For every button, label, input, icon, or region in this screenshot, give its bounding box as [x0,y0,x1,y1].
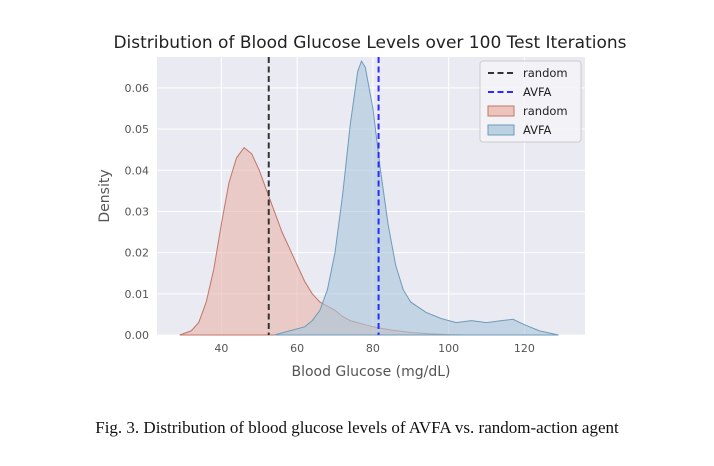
mean-lines [267,57,380,335]
x-tick-label: 40 [214,342,228,355]
y-tick-label: 0.01 [125,288,150,301]
legend-swatch-patch [487,105,515,117]
legend-label: random [523,66,568,80]
x-axis-label: Blood Glucose (mg/dL) [291,364,450,380]
y-tick-label: 0.06 [125,82,150,95]
y-tick-label: 0.05 [125,123,150,136]
legend-label: AVFA [523,85,552,99]
legend-label: random [523,104,568,118]
y-tick-label: 0.00 [125,329,150,342]
y-tick-label: 0.03 [125,205,150,218]
x-tick-label: 100 [438,342,459,355]
x-tick-label: 60 [290,342,304,355]
chart-title: Distribution of Blood Glucose Levels ove… [113,33,626,53]
y-axis-label: Density [97,169,113,222]
axis-ticks: 40 60 80 100 120 0.00 0.01 0.02 0.03 0.04 0.05 0.06 [125,82,535,355]
x-tick-label: 80 [366,342,380,355]
density-area-avfa [274,59,559,336]
legend-box [479,60,582,143]
figure-caption: Fig. 3. Distribution of blood glucose le… [95,418,619,437]
density-chart: 40 60 80 100 120 0.00 0.01 0.02 0.03 0.04 0.05 0.06… [97,33,627,380]
density-areas [179,59,559,336]
y-tick-label: 0.04 [125,164,150,177]
legend-label: AVFA [523,123,552,137]
y-tick-label: 0.02 [125,247,150,260]
legend-swatch-patch [487,124,515,136]
legend: random AVFA random AVFA [479,60,582,143]
x-tick-label: 120 [514,342,535,355]
